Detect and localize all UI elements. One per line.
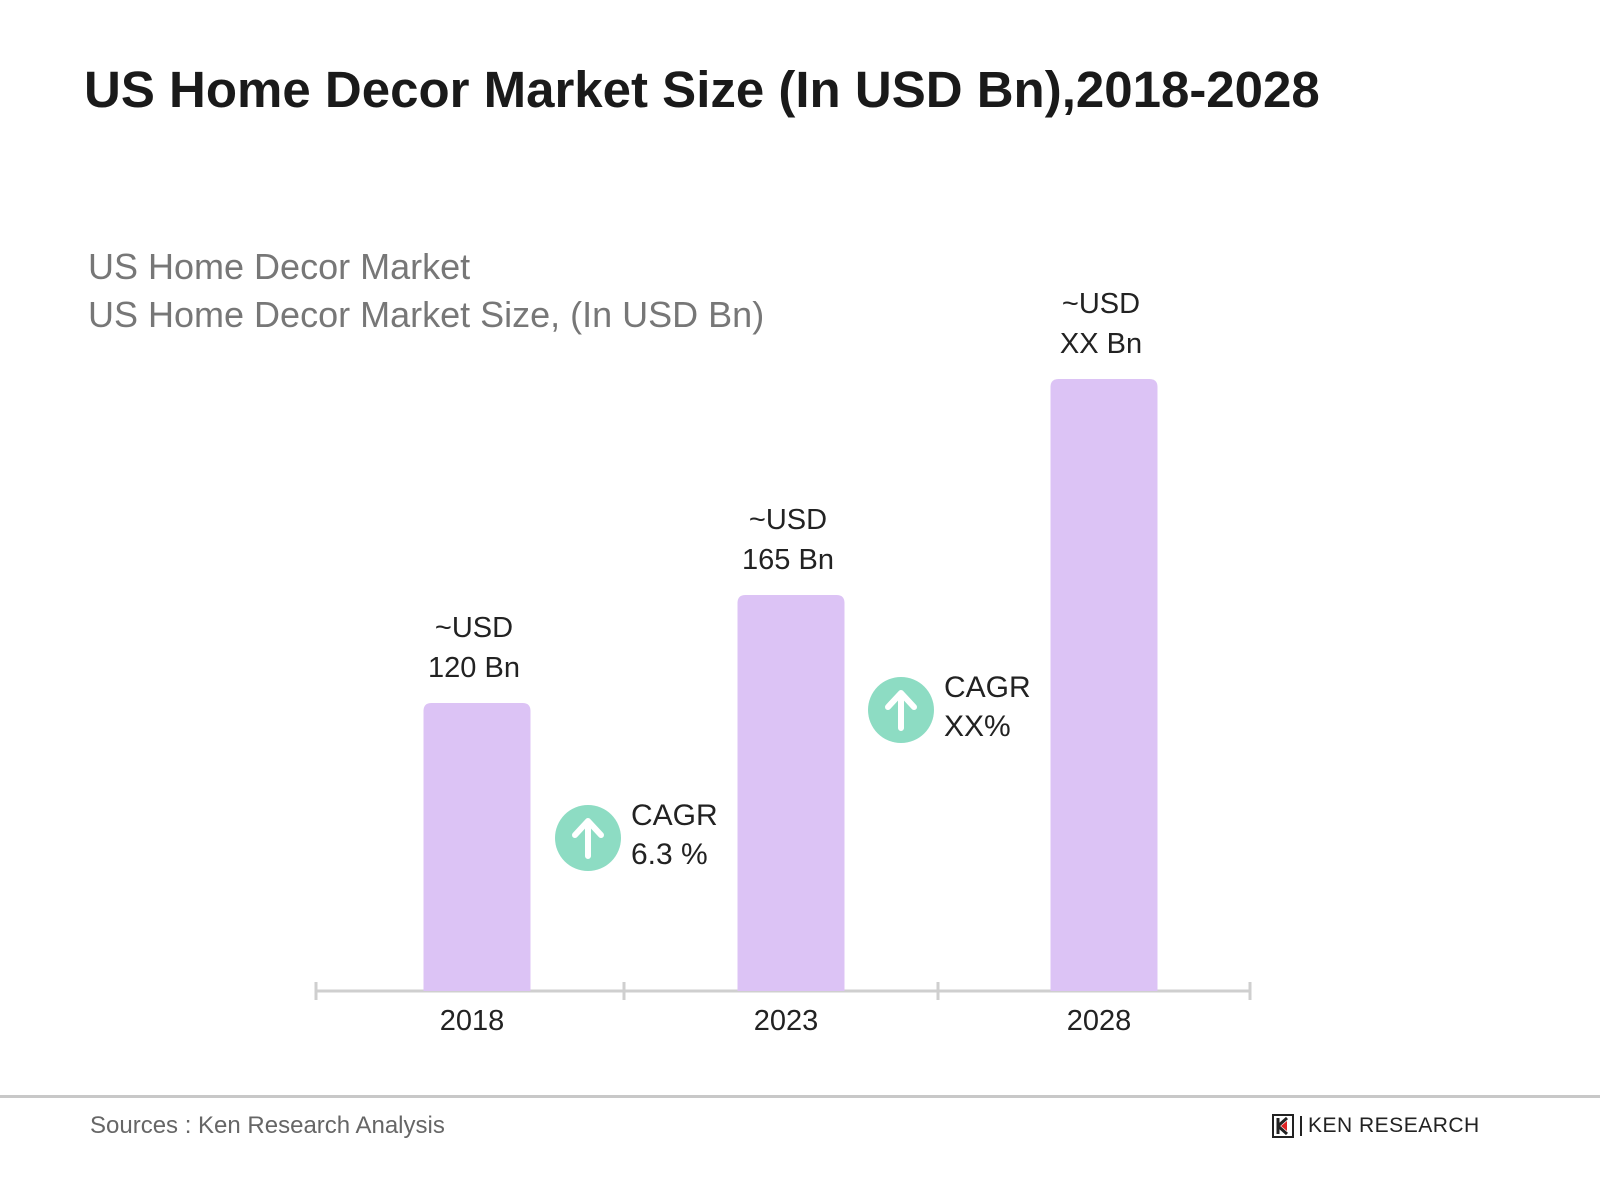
ken-research-logo: KEN RESEARCH	[1272, 1114, 1480, 1138]
x-tick-label: 2028	[1067, 1005, 1132, 1037]
footer-divider	[0, 1095, 1600, 1098]
arrow-up-glyph	[885, 690, 917, 731]
x-tick-label: 2018	[440, 1005, 505, 1037]
bar-2028	[1050, 379, 1158, 991]
bar-2023	[737, 595, 845, 991]
chart-title: US Home Decor Market Size (In USD Bn),20…	[84, 61, 1320, 118]
cagr-label: CAGR	[944, 671, 1031, 704]
x-tick-label: 2023	[754, 1005, 819, 1037]
ken-research-logo-icon	[1272, 1114, 1294, 1138]
logo-text: KEN RESEARCH	[1308, 1114, 1480, 1137]
cagr-value: XX%	[944, 710, 1011, 743]
subtitle-line-1: US Home Decor Market	[88, 246, 471, 287]
bar-chart: ~USD 120 Bn 2018 ~USD 165 Bn 2023 ~USD XX Bn 202…	[314, 288, 1252, 1037]
data-label-line1: ~USD	[435, 612, 513, 644]
cagr-label: CAGR	[631, 799, 718, 832]
source-note: Sources : Ken Research Analysis	[90, 1112, 445, 1139]
data-label-line1: ~USD	[749, 504, 827, 536]
data-label-line2: XX Bn	[1060, 328, 1142, 360]
subtitle-line-2: US Home Decor Market Size, (In USD Bn)	[88, 294, 765, 335]
data-label-line2: 165 Bn	[742, 544, 834, 576]
data-label-line2: 120 Bn	[428, 652, 520, 684]
bar-2018	[423, 703, 531, 991]
cagr-value: 6.3 %	[631, 838, 708, 871]
data-label-line1: ~USD	[1062, 288, 1140, 320]
arrow-up-glyph	[572, 818, 604, 859]
